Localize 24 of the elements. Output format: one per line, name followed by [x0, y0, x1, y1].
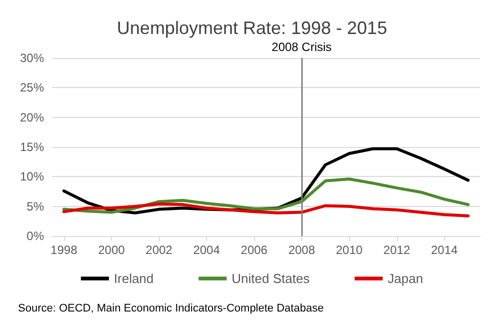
- legend-label: United States: [232, 271, 310, 286]
- x-tick-label: 2004: [193, 243, 220, 257]
- x-tick-label: 2010: [336, 243, 363, 257]
- x-tick-label: 2006: [240, 243, 268, 257]
- y-tick-label: 15%: [20, 140, 44, 154]
- x-tick-label: 2000: [98, 243, 126, 257]
- chart-title: Unemployment Rate: 1998 - 2015: [116, 18, 388, 38]
- ref-line-label: 2008 Crisis: [272, 40, 332, 54]
- y-tick-label: 0%: [26, 229, 44, 243]
- line-series: [62, 202, 470, 218]
- legend-label: Ireland: [114, 271, 154, 286]
- y-tick-label: 20%: [20, 110, 44, 124]
- y-tick-label: 30%: [20, 51, 44, 65]
- x-tick-label: 2014: [430, 243, 458, 257]
- legend-label: Japan: [388, 271, 424, 286]
- x-tick-label: 2012: [383, 243, 410, 257]
- x-tick-label: 2002: [146, 243, 173, 257]
- y-tick-label: 10%: [20, 170, 44, 184]
- x-tick-label: 1998: [50, 243, 78, 257]
- x-tick-label: 2008: [288, 243, 316, 257]
- source-note: Source: OECD, Main Economic Indicators-Complete Database: [18, 302, 324, 314]
- line-series: [62, 178, 470, 214]
- y-tick-label: 25%: [20, 80, 44, 95]
- y-tick-label: 5%: [26, 199, 44, 214]
